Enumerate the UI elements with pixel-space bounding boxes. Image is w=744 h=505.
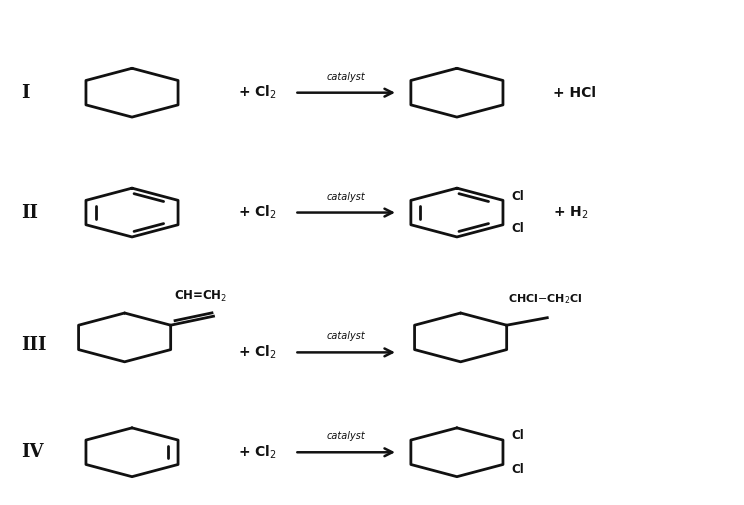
Text: + H$_2$: + H$_2$ [553, 205, 589, 221]
Text: + Cl$_2$: + Cl$_2$ [238, 443, 277, 461]
Text: CHCl$-$CH$_2$Cl: CHCl$-$CH$_2$Cl [508, 292, 583, 306]
Text: IV: IV [22, 443, 44, 461]
Text: Cl: Cl [512, 429, 525, 441]
Text: Cl: Cl [512, 222, 525, 235]
Text: catalyst: catalyst [327, 331, 365, 341]
Text: + Cl$_2$: + Cl$_2$ [238, 344, 277, 361]
Text: + Cl$_2$: + Cl$_2$ [238, 84, 277, 102]
Text: II: II [22, 204, 38, 222]
Text: III: III [22, 336, 47, 354]
Text: + HCl: + HCl [553, 86, 596, 99]
Text: catalyst: catalyst [327, 431, 365, 441]
Text: I: I [22, 84, 30, 102]
Text: Cl: Cl [512, 463, 525, 476]
Text: Cl: Cl [512, 190, 525, 203]
Text: catalyst: catalyst [327, 191, 365, 201]
Text: + Cl$_2$: + Cl$_2$ [238, 204, 277, 221]
Text: catalyst: catalyst [327, 72, 365, 82]
Text: CH=CH$_2$: CH=CH$_2$ [174, 289, 228, 304]
